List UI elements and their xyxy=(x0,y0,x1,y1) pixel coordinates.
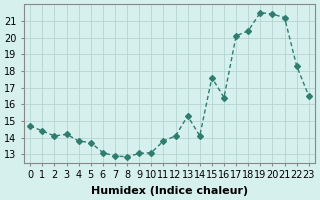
X-axis label: Humidex (Indice chaleur): Humidex (Indice chaleur) xyxy=(91,186,248,196)
